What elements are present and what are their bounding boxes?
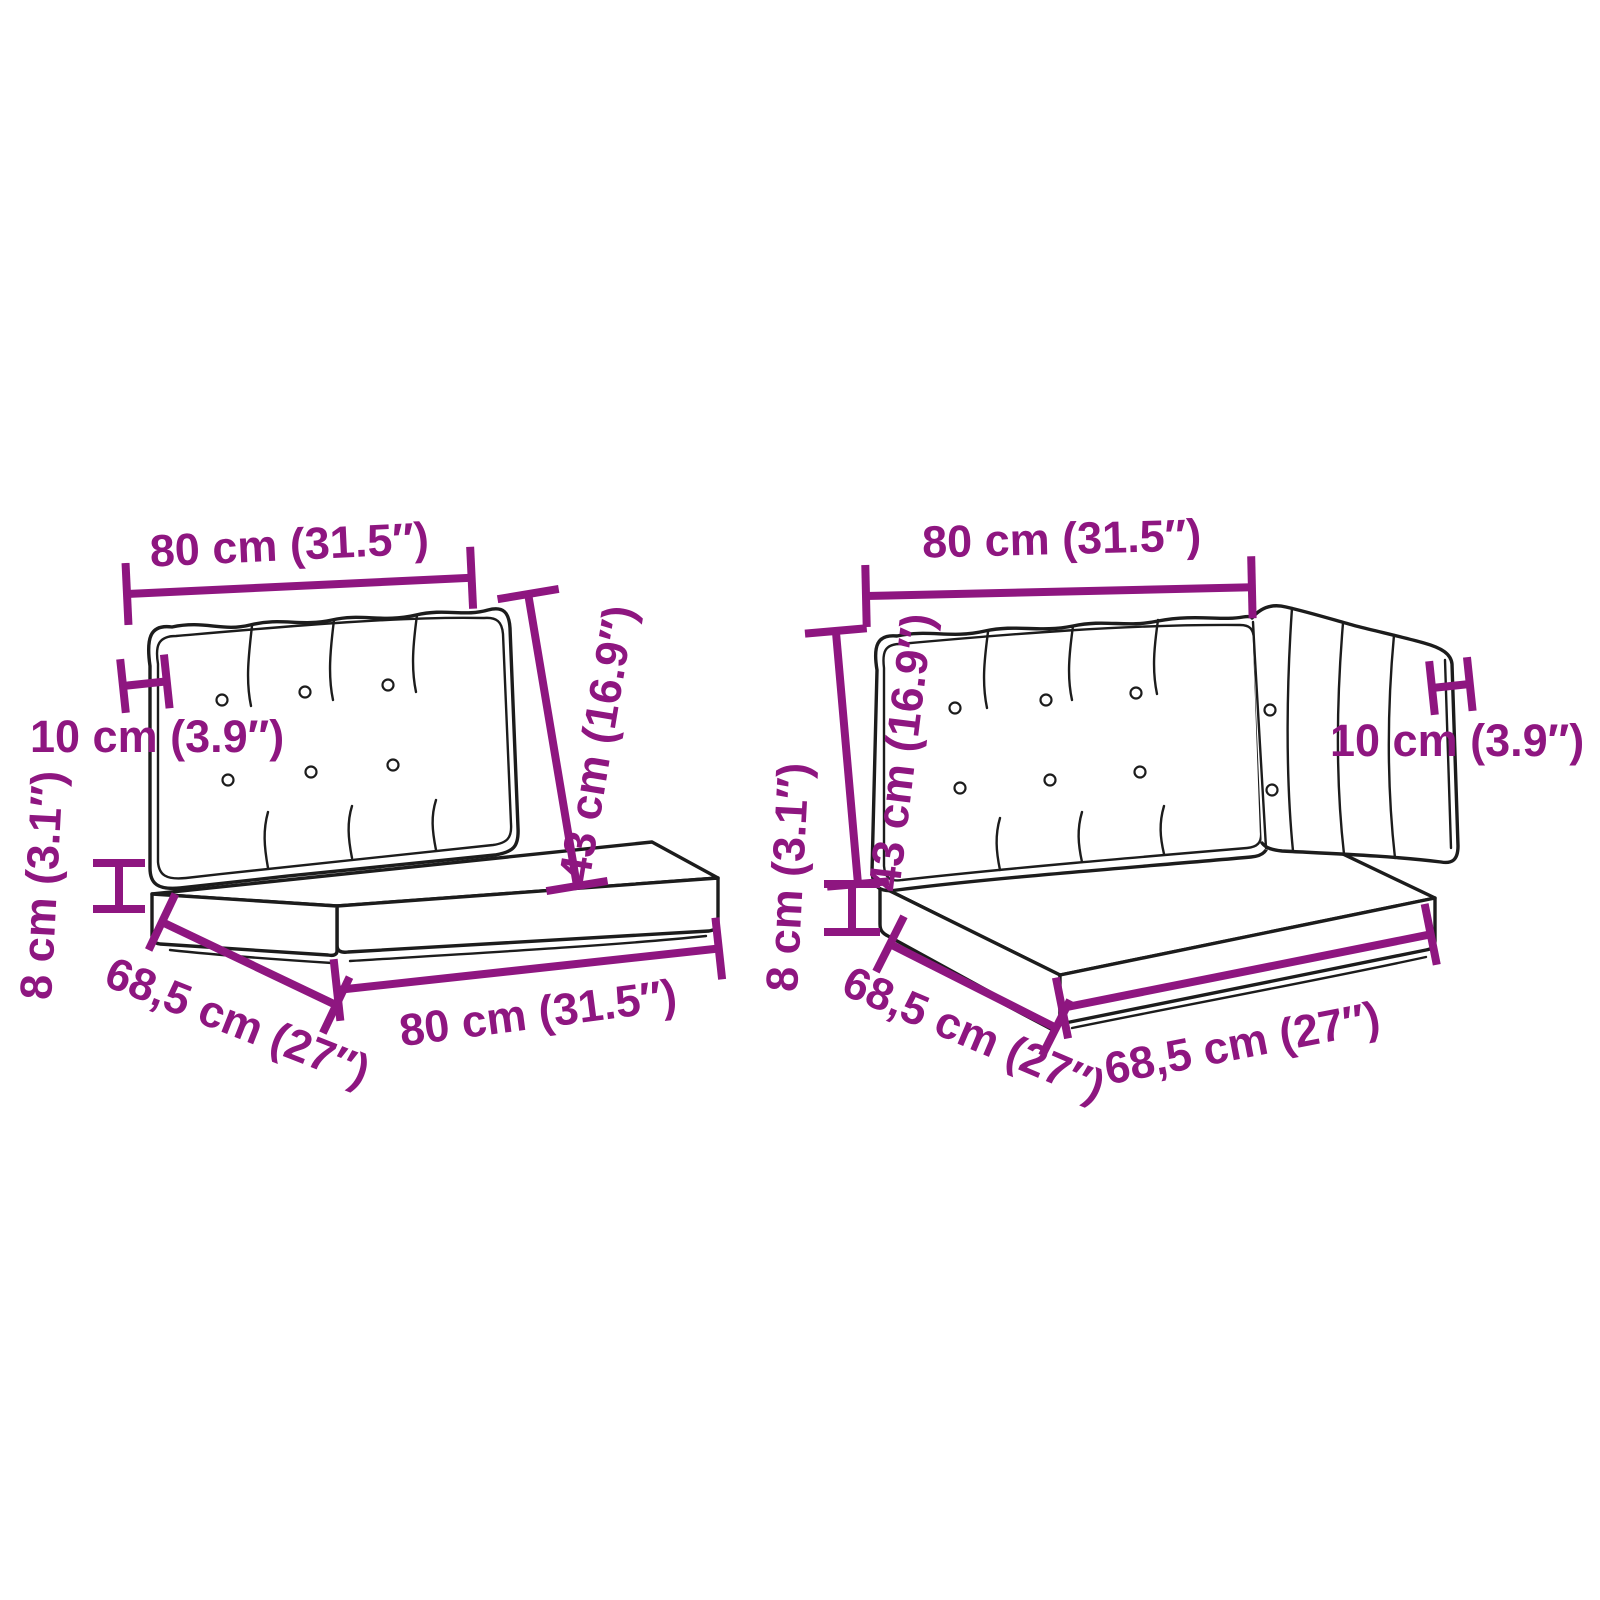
tuft-button [215, 693, 229, 707]
tuft-button [1133, 765, 1147, 779]
dimension-back-thickness: 10 cm (3.9″) [1330, 656, 1584, 766]
back-cushion-drawing [146, 607, 520, 891]
tuft-button [1265, 783, 1279, 797]
tuft-button [221, 773, 235, 787]
tuft-button [386, 758, 400, 772]
label-seat-thickness: 8 cm (3.1″) [10, 769, 73, 1001]
tuft-button [298, 685, 312, 699]
corner-back-cushion-front-panel [870, 614, 1270, 893]
tuft-button [381, 678, 395, 692]
tuft-button [1043, 773, 1057, 787]
dimension-back-width: 80 cm (31.5″) [121, 512, 478, 626]
tuft-button [1129, 686, 1143, 700]
tuft-button [948, 701, 962, 715]
dimension-seat-thickness: 8 cm (3.1″) [756, 761, 880, 993]
figure-side-cushion-set: 80 cm (31.5″) 43 cm (16.9″) 10 cm (3.9″) [10, 512, 727, 1096]
label-seat-thickness: 8 cm (3.1″) [756, 761, 819, 993]
figure-corner-cushion-set: 80 cm (31.5″) 43 cm (16.9″) 8 cm (3.1″) [756, 509, 1584, 1111]
corner-back-cushion-side-panel [1250, 604, 1460, 865]
label-back-width: 80 cm (31.5″) [921, 509, 1201, 567]
tuft-button [953, 781, 967, 795]
label-back-thickness: 10 cm (3.9″) [1330, 715, 1584, 766]
label-back-width: 80 cm (31.5″) [149, 512, 430, 576]
label-back-thickness: 10 cm (3.9″) [30, 711, 284, 762]
dimension-back-width: 80 cm (31.5″) [861, 509, 1257, 628]
tuft-button [304, 765, 318, 779]
dimension-seat-thickness: 8 cm (3.1″) [10, 769, 145, 1001]
tuft-button [1263, 703, 1277, 717]
tuft-button [1039, 693, 1053, 707]
dimension-back-thickness: 10 cm (3.9″) [30, 654, 284, 762]
